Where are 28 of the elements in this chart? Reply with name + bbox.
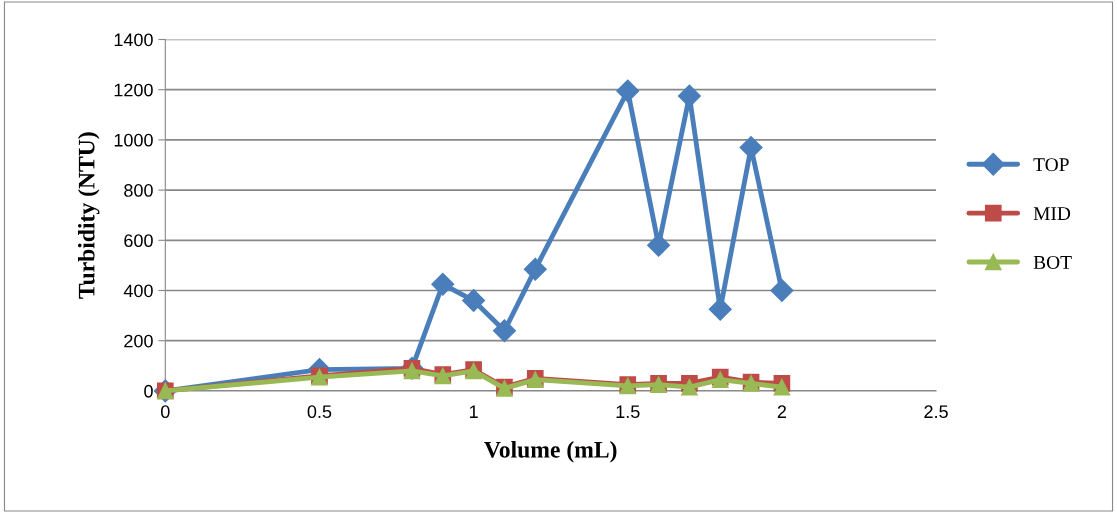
point bbox=[770, 279, 794, 303]
x-tick-label: 0.5 bbox=[307, 405, 332, 419]
legend-label: TOP bbox=[1033, 158, 1069, 172]
point bbox=[462, 289, 486, 313]
point bbox=[492, 319, 516, 343]
y-tick-label: 0 bbox=[144, 384, 153, 398]
point bbox=[431, 272, 455, 296]
y-tick-label: 600 bbox=[124, 234, 153, 248]
legend-label: BOT bbox=[1033, 255, 1072, 269]
point bbox=[773, 378, 791, 396]
point bbox=[681, 378, 698, 396]
x-tick-label: 0 bbox=[161, 405, 170, 419]
point bbox=[739, 135, 763, 159]
y-tick-label: 200 bbox=[124, 334, 153, 348]
x-tick-label: 1.5 bbox=[616, 405, 640, 419]
y-tick-label: 400 bbox=[123, 284, 153, 298]
x-axis-title: Volume (mL) bbox=[484, 441, 617, 463]
y-tick-label: 1200 bbox=[114, 83, 153, 97]
x-tick-label: 1 bbox=[469, 405, 478, 418]
point bbox=[523, 257, 547, 281]
point bbox=[616, 79, 640, 103]
y-tick-label: 800 bbox=[124, 184, 153, 197]
x-tick-label: 2.5 bbox=[924, 405, 948, 419]
y-axis-title: Turbidity (NTU) bbox=[77, 132, 100, 299]
y-tick-label: 1400 bbox=[114, 33, 153, 47]
legend-label: MID bbox=[1033, 207, 1071, 220]
y-tick-label: 1000 bbox=[114, 133, 153, 147]
x-tick-label: 2 bbox=[777, 405, 787, 418]
